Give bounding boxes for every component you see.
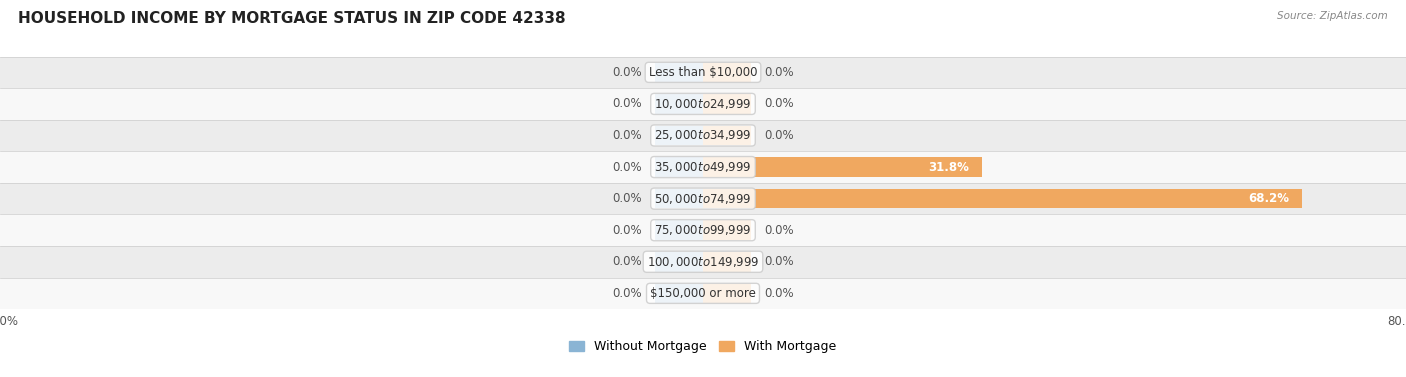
Bar xyxy=(0,88,1406,120)
Text: 0.0%: 0.0% xyxy=(765,255,794,268)
Bar xyxy=(0,215,1406,246)
Bar xyxy=(703,157,983,177)
Text: $35,000 to $49,999: $35,000 to $49,999 xyxy=(654,160,752,174)
Bar xyxy=(703,189,1302,208)
Bar xyxy=(703,284,751,303)
Bar xyxy=(655,252,703,271)
Bar xyxy=(0,246,1406,277)
Text: Source: ZipAtlas.com: Source: ZipAtlas.com xyxy=(1277,11,1388,21)
Bar xyxy=(0,120,1406,151)
Text: 68.2%: 68.2% xyxy=(1249,192,1289,205)
Text: 0.0%: 0.0% xyxy=(765,97,794,110)
Bar xyxy=(703,252,751,271)
Bar xyxy=(655,126,703,145)
Text: $50,000 to $74,999: $50,000 to $74,999 xyxy=(654,192,752,205)
Bar xyxy=(655,189,703,208)
Text: 0.0%: 0.0% xyxy=(765,287,794,300)
Bar xyxy=(703,221,751,240)
Text: 0.0%: 0.0% xyxy=(765,224,794,237)
Bar xyxy=(655,221,703,240)
Bar xyxy=(655,157,703,177)
Bar xyxy=(703,63,751,82)
Text: 0.0%: 0.0% xyxy=(612,287,641,300)
Bar xyxy=(655,63,703,82)
Text: 0.0%: 0.0% xyxy=(612,161,641,173)
Bar xyxy=(0,183,1406,215)
Text: $150,000 or more: $150,000 or more xyxy=(650,287,756,300)
Text: 0.0%: 0.0% xyxy=(765,129,794,142)
Text: 0.0%: 0.0% xyxy=(612,66,641,79)
Text: 0.0%: 0.0% xyxy=(612,129,641,142)
Text: 31.8%: 31.8% xyxy=(928,161,969,173)
Bar xyxy=(0,57,1406,88)
Text: Less than $10,000: Less than $10,000 xyxy=(648,66,758,79)
Bar xyxy=(655,284,703,303)
Bar xyxy=(703,94,751,114)
Text: $10,000 to $24,999: $10,000 to $24,999 xyxy=(654,97,752,111)
Bar xyxy=(703,126,751,145)
Bar xyxy=(0,151,1406,183)
Text: 0.0%: 0.0% xyxy=(612,192,641,205)
Text: 0.0%: 0.0% xyxy=(612,224,641,237)
Text: 0.0%: 0.0% xyxy=(765,66,794,79)
Bar xyxy=(655,94,703,114)
Text: $100,000 to $149,999: $100,000 to $149,999 xyxy=(647,255,759,269)
Text: $75,000 to $99,999: $75,000 to $99,999 xyxy=(654,223,752,237)
Bar xyxy=(0,277,1406,309)
Legend: Without Mortgage, With Mortgage: Without Mortgage, With Mortgage xyxy=(564,336,842,359)
Text: 0.0%: 0.0% xyxy=(612,97,641,110)
Text: HOUSEHOLD INCOME BY MORTGAGE STATUS IN ZIP CODE 42338: HOUSEHOLD INCOME BY MORTGAGE STATUS IN Z… xyxy=(18,11,565,26)
Text: 0.0%: 0.0% xyxy=(612,255,641,268)
Text: $25,000 to $34,999: $25,000 to $34,999 xyxy=(654,129,752,143)
